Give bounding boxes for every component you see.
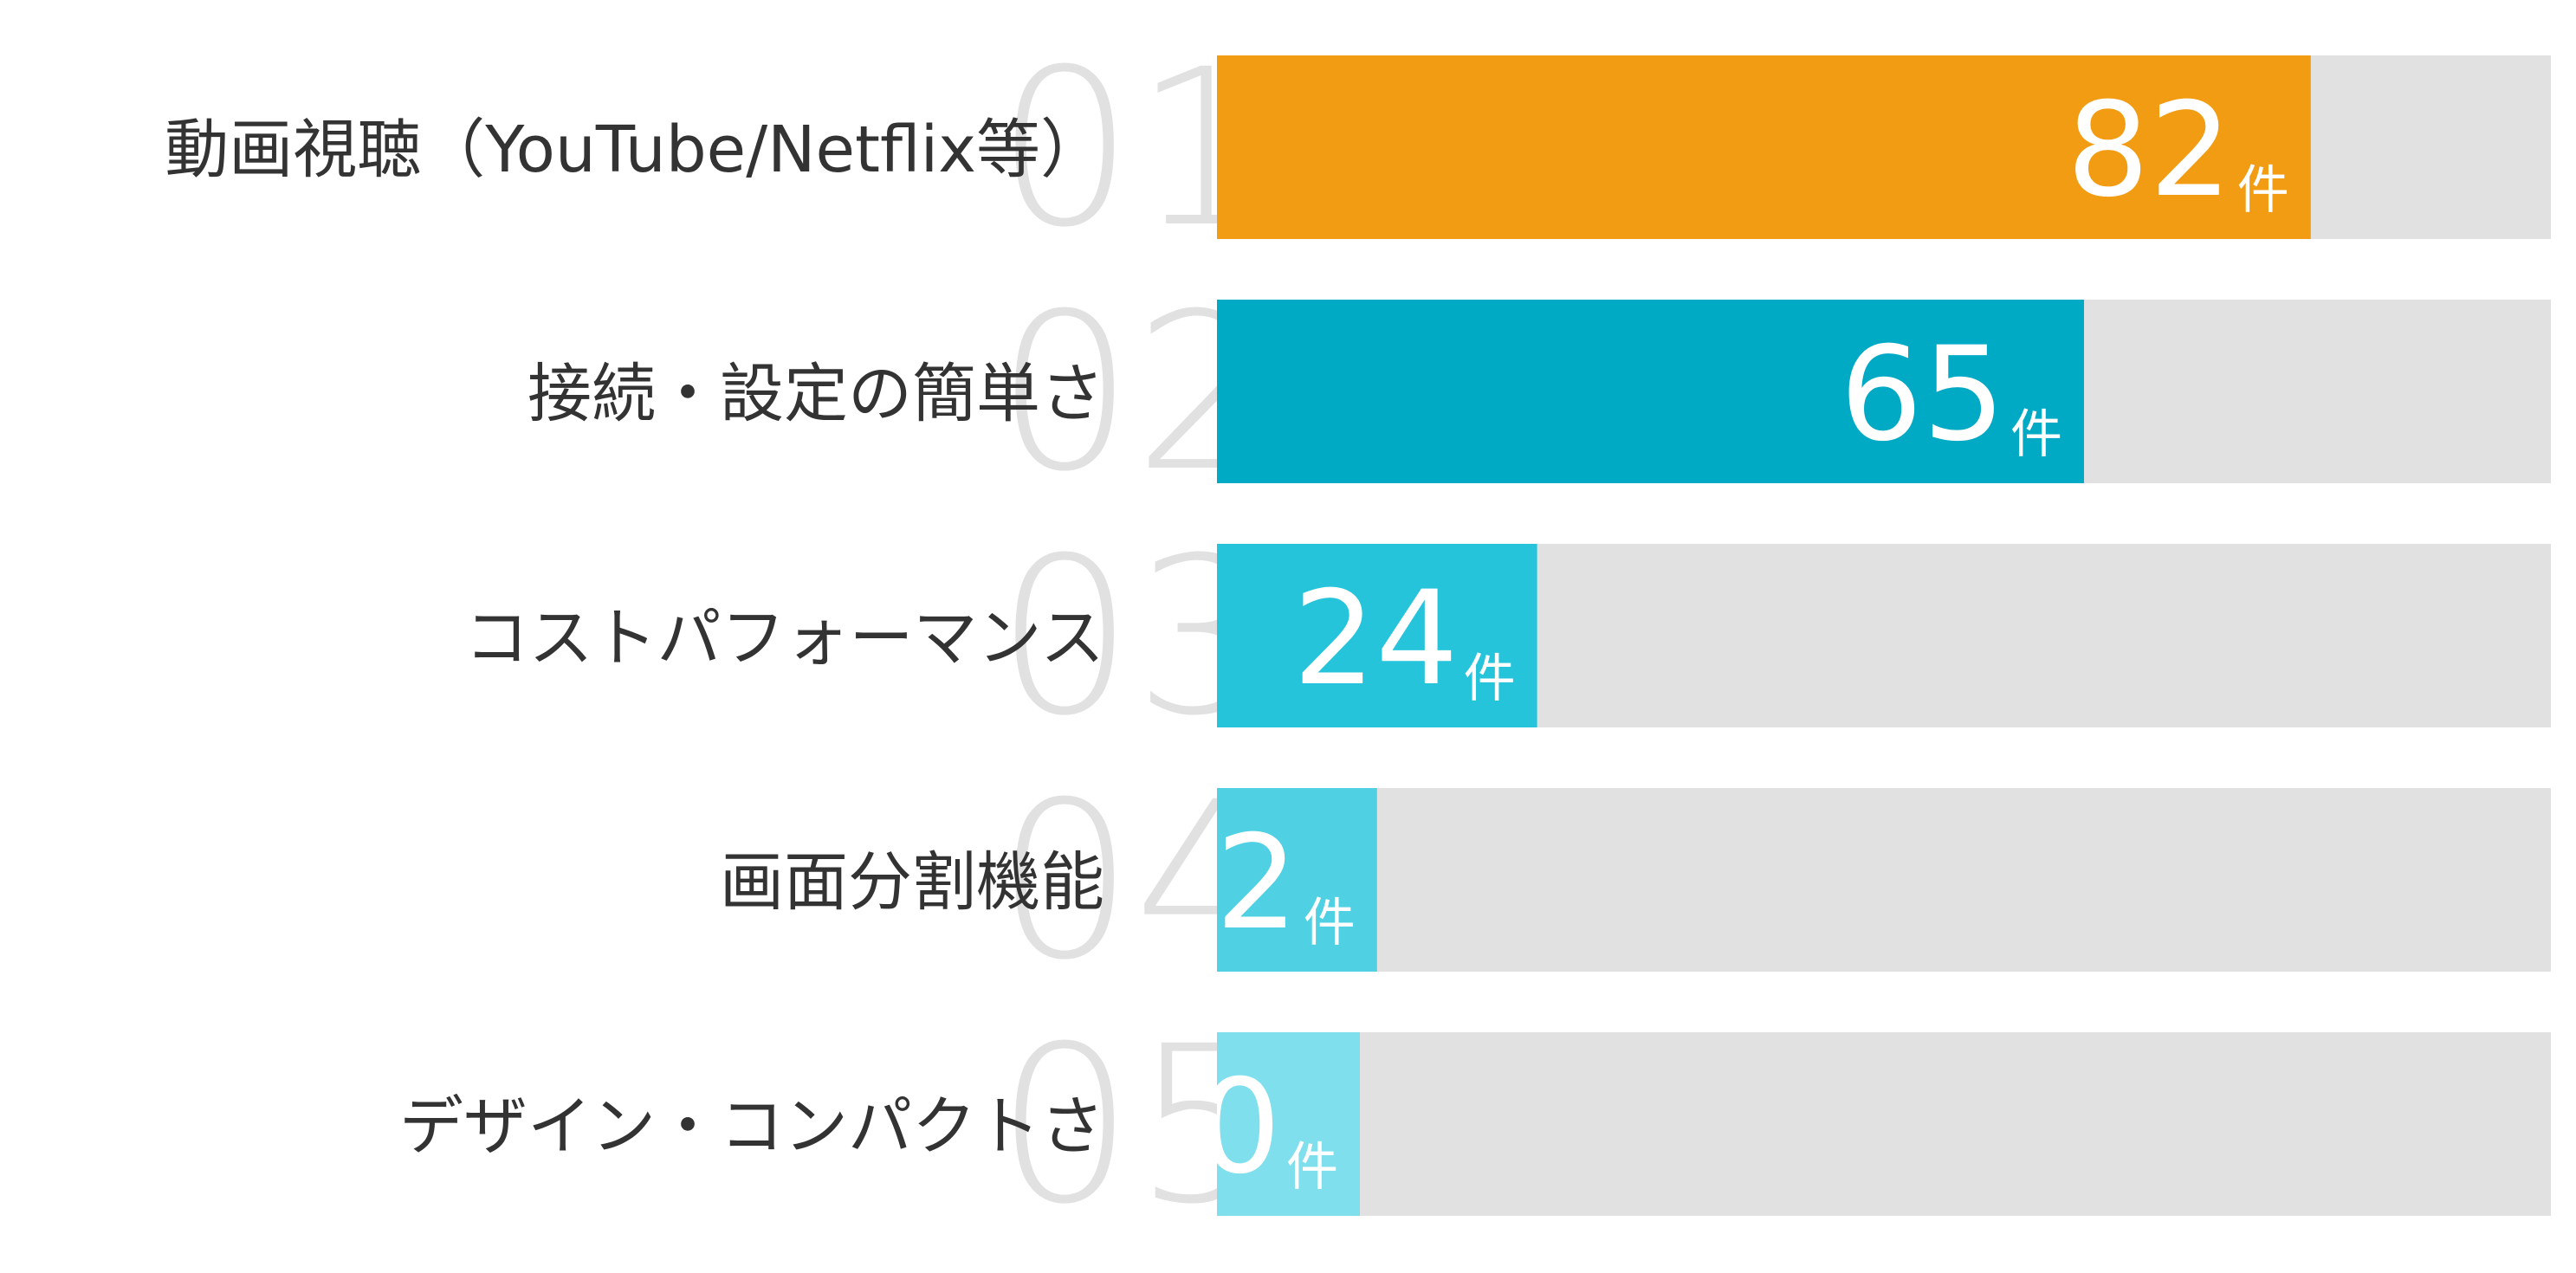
bar [1217,1032,1360,1216]
bar-value-group: 件82 [2067,75,2289,226]
bar [1217,788,1377,972]
category-label: コストパフォーマンス [464,601,1104,675]
bar-track [1217,788,2551,972]
bar-value-group: 件12 [1133,808,1356,959]
bar-value-group: 件10 [1116,1052,1338,1203]
bar-value-label: 10 [1116,1052,1281,1203]
bar-value-group: 件24 [1293,564,1516,714]
bar [1217,55,2311,239]
bar-unit-label: 件 [1304,893,1356,953]
bar-value-label: 24 [1293,564,1459,714]
category-label: 動画視聴（YouTube/Netflix等） [165,113,1104,187]
bar-value-group: 件65 [1840,320,2062,470]
category-label: 接続・設定の簡単さ [527,357,1104,431]
bar-unit-label: 件 [2010,404,2062,465]
category-label: 画面分割機能 [720,845,1104,920]
bar-unit-label: 件 [1286,1137,1338,1198]
bar [1217,300,2084,483]
bar-unit-label: 件 [2237,160,2289,221]
bar-unit-label: 件 [1464,649,1516,709]
category-labels: 動画視聴（YouTube/Netflix等） 接続・設定の簡単さコストパフォーマン… [165,113,1104,1164]
bar-value-label: 12 [1133,808,1298,959]
bar-track [1217,1032,2551,1216]
bar-value-label: 82 [2067,75,2232,226]
bar [1217,544,1537,727]
bar-value-label: 65 [1840,320,2005,470]
category-label: デザイン・コンパクトさ [399,1089,1104,1164]
